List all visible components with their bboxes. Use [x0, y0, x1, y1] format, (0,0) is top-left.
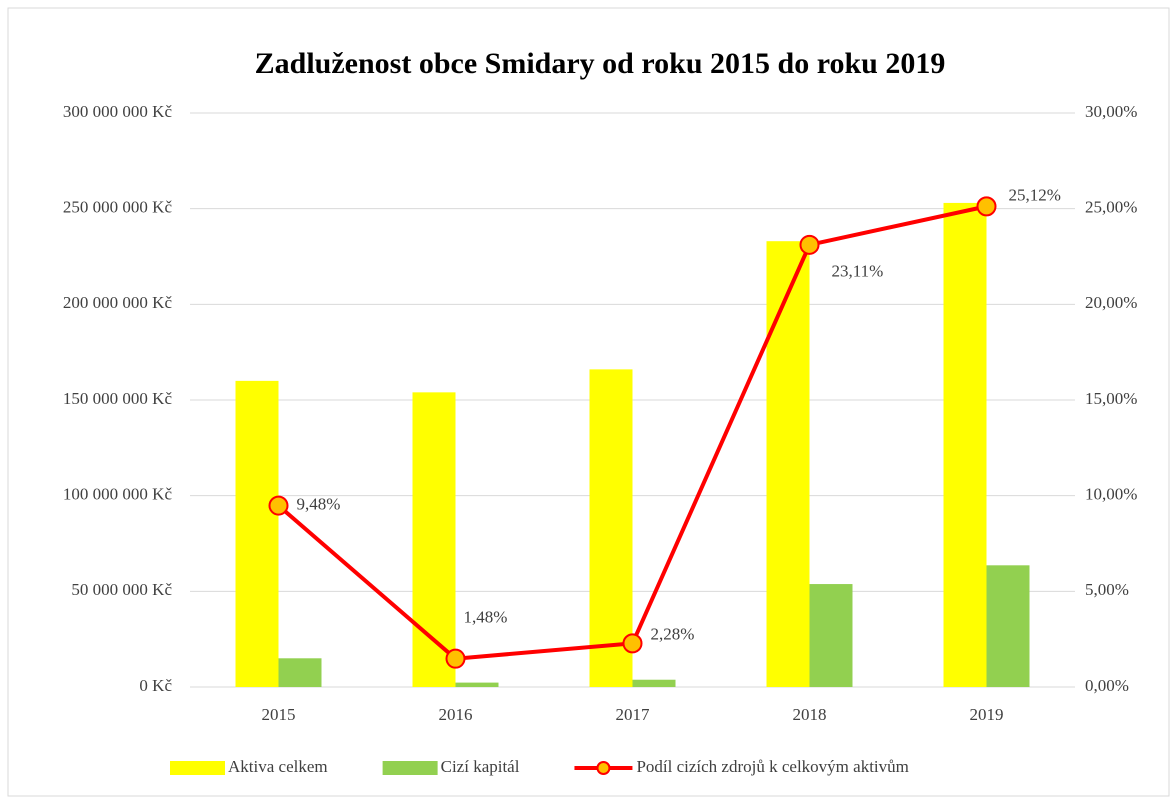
legend-marker: [596, 761, 611, 775]
data-label: 9,48%: [297, 495, 341, 514]
chart-title: Zadluženost obce Smidary od roku 2015 do…: [255, 47, 946, 80]
line-marker: [976, 196, 997, 217]
bar: [412, 392, 456, 687]
legend-label: Aktiva celkem: [228, 757, 328, 776]
y2-tick-label: 25,00%: [1085, 198, 1137, 217]
legend-label: Podíl cizích zdrojů k celkovým aktivům: [636, 757, 908, 776]
x-tick-label: 2019: [970, 705, 1004, 724]
y-tick-label: 100 000 000 Kč: [63, 485, 173, 504]
data-label: 23,11%: [832, 262, 884, 281]
line-marker: [799, 234, 820, 255]
legend-label: Cizí kapitál: [441, 757, 520, 776]
bar: [809, 584, 853, 687]
y2-tick-label: 0,00%: [1085, 676, 1129, 695]
y2-tick-label: 10,00%: [1085, 485, 1137, 504]
x-tick-label: 2017: [616, 705, 651, 724]
data-label: 2,28%: [651, 624, 695, 643]
data-label: 1,48%: [464, 608, 508, 627]
y2-tick-label: 15,00%: [1085, 389, 1137, 408]
x-tick-label: 2018: [793, 705, 827, 724]
bar: [278, 658, 322, 687]
y2-tick-label: 30,00%: [1085, 102, 1137, 121]
bar: [632, 679, 676, 687]
y-tick-label: 0 Kč: [139, 676, 172, 695]
bar: [766, 241, 810, 687]
y-tick-label: 150 000 000 Kč: [63, 389, 173, 408]
bar: [235, 380, 279, 687]
bar: [589, 369, 633, 687]
y-tick-label: 200 000 000 Kč: [63, 293, 173, 312]
bar: [455, 682, 499, 687]
y-tick-label: 250 000 000 Kč: [63, 198, 173, 217]
y-tick-label: 300 000 000 Kč: [63, 102, 173, 121]
data-label: 25,12%: [1009, 185, 1061, 204]
x-tick-label: 2016: [439, 705, 473, 724]
line-marker: [622, 633, 643, 654]
legend-swatch: [382, 761, 438, 775]
legend-swatch: [170, 761, 225, 775]
y2-tick-label: 5,00%: [1085, 580, 1129, 599]
bar: [943, 202, 987, 687]
x-tick-label: 2015: [262, 705, 296, 724]
bar: [986, 565, 1030, 687]
line-marker: [445, 648, 466, 669]
y-tick-label: 50 000 000 Kč: [71, 580, 172, 599]
y2-tick-label: 20,00%: [1085, 293, 1137, 312]
line-marker: [268, 495, 289, 516]
